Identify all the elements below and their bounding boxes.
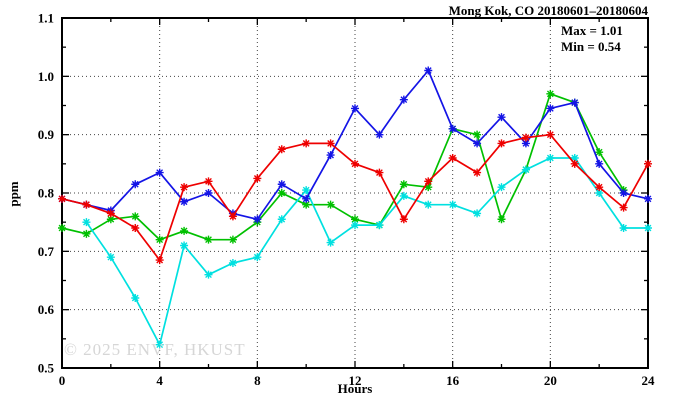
- x-tick-label: 20: [544, 373, 557, 388]
- x-tick-label: 24: [642, 373, 656, 388]
- series-green-markers: [58, 89, 628, 244]
- y-axis-label: ppm: [6, 181, 21, 207]
- min-value-label: Min = 0.54: [561, 39, 621, 54]
- chart-title: Mong Kok, CO 20180601–20180604: [448, 3, 648, 18]
- x-tick-label: 4: [156, 373, 163, 388]
- series-blue-line: [61, 69, 649, 221]
- series-red-line: [61, 133, 649, 261]
- y-tick-label: 0.5: [38, 361, 55, 376]
- y-tick-label: 0.7: [38, 244, 55, 259]
- y-tick-label: 1.1: [38, 11, 54, 26]
- y-tick-label: 0.6: [38, 302, 55, 317]
- stats-annotation: Max = 1.01 Min = 0.54: [561, 23, 623, 55]
- series-cyan-line: [85, 157, 648, 346]
- series-red-markers: [58, 130, 652, 265]
- series-cyan-markers: [82, 154, 652, 349]
- x-tick-label: 0: [59, 373, 66, 388]
- plot-border: [61, 17, 649, 369]
- y-tick-label: 1.0: [38, 69, 54, 84]
- y-tick-label: 0.9: [38, 127, 55, 142]
- x-axis-label: Hours: [337, 381, 373, 396]
- y-tick-label: 0.8: [38, 186, 55, 201]
- series-green-line: [61, 92, 625, 241]
- x-tick-label: 12: [349, 373, 362, 388]
- watermark: © 2025 ENVF, HKUST: [64, 340, 246, 359]
- x-tick-label: 16: [446, 373, 460, 388]
- max-value-label: Max = 1.01: [561, 23, 623, 38]
- x-tick-label: 8: [254, 373, 261, 388]
